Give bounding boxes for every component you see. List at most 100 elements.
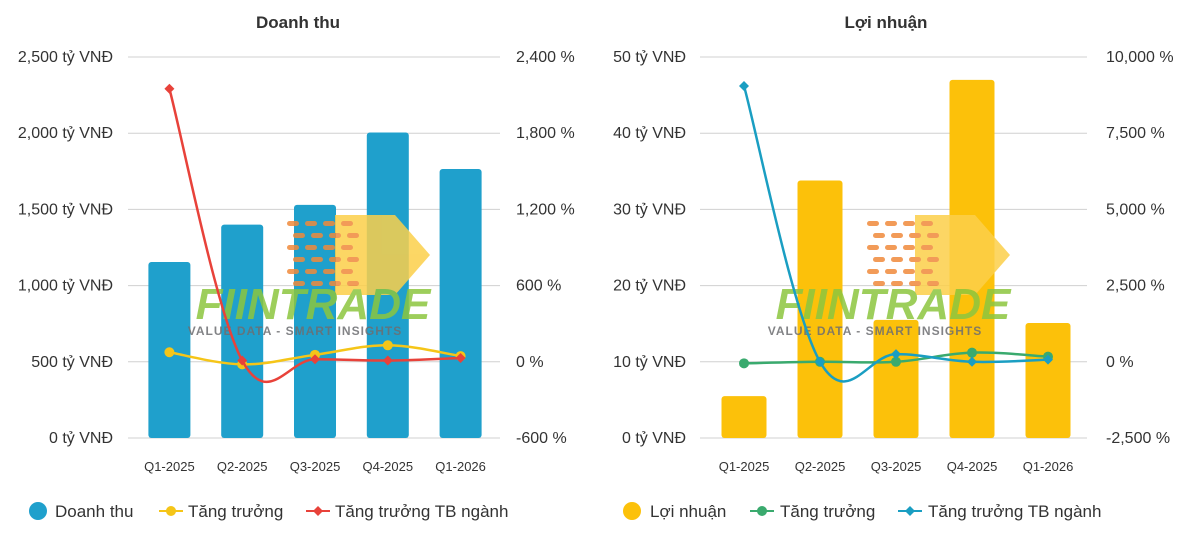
- line-point[interactable]: [891, 349, 901, 360]
- watermark-dash: [287, 245, 299, 250]
- left-axis-tick: 40 tỷ VNĐ: [613, 125, 686, 142]
- legend-swatch[interactable]: [29, 502, 47, 520]
- legend-label[interactable]: Tăng trưởng: [188, 502, 283, 521]
- watermark-dash: [867, 245, 879, 250]
- x-axis-tick: Q1-2026: [1023, 459, 1074, 474]
- legend-label[interactable]: Doanh thu: [55, 502, 133, 521]
- x-axis-tick: Q3-2025: [871, 459, 922, 474]
- watermark-dash: [305, 269, 317, 274]
- watermark-dash: [347, 281, 359, 286]
- x-axis-tick: Q1-2025: [144, 459, 195, 474]
- right-axis-tick: 0 %: [516, 354, 544, 371]
- watermark-text: FIINTRADE: [776, 280, 1012, 329]
- right-axis-tick: 1,800 %: [516, 125, 575, 142]
- watermark-dash: [293, 233, 305, 238]
- watermark-dash: [311, 281, 323, 286]
- left-axis-tick: 1,500 tỷ VNĐ: [18, 201, 113, 218]
- right-axis-tick: 7,500 %: [1106, 125, 1165, 142]
- legend-swatch[interactable]: [166, 506, 176, 516]
- watermark-dash: [909, 281, 921, 286]
- line-point[interactable]: [967, 356, 977, 367]
- legend-label[interactable]: Tăng trưởng: [780, 502, 875, 521]
- watermark-dash: [921, 221, 933, 226]
- line-point[interactable]: [455, 352, 466, 363]
- watermark-dash: [293, 281, 305, 286]
- x-axis-tick: Q3-2025: [290, 459, 341, 474]
- chart-title: Lợi nhuận: [845, 13, 928, 32]
- left-axis-tick: 10 tỷ VNĐ: [613, 354, 686, 371]
- bar[interactable]: [294, 204, 336, 438]
- watermark-dash: [927, 233, 939, 238]
- legend-swatch[interactable]: [757, 506, 767, 516]
- watermark-dash: [921, 269, 933, 274]
- line-point[interactable]: [1043, 354, 1053, 365]
- watermark-dash: [873, 281, 885, 286]
- legend-swatch[interactable]: [905, 506, 915, 516]
- line-point[interactable]: [237, 355, 248, 366]
- right-axis-tick: -2,500 %: [1106, 430, 1170, 447]
- right-axis-tick: 5,000 %: [1106, 201, 1165, 218]
- watermark-dash: [909, 257, 921, 262]
- watermark-dash: [873, 233, 885, 238]
- line-point[interactable]: [815, 356, 825, 367]
- watermark-dash: [287, 221, 299, 226]
- watermark-dash: [341, 221, 353, 226]
- watermark-tagline: VALUE DATA - SMART INSIGHTS: [188, 324, 403, 338]
- bar[interactable]: [439, 169, 482, 438]
- line-point[interactable]: [967, 347, 977, 358]
- left-axis-tick: 2,500 tỷ VNĐ: [18, 49, 113, 66]
- legend-swatch[interactable]: [623, 502, 641, 520]
- right-axis-tick: -600 %: [516, 430, 567, 447]
- x-axis-tick: Q2-2025: [217, 459, 268, 474]
- left-axis-tick: 50 tỷ VNĐ: [613, 49, 686, 66]
- watermark-dash: [323, 269, 335, 274]
- left-axis-tick: 30 tỷ VNĐ: [613, 201, 686, 218]
- left-axis-tick: 500 tỷ VNĐ: [31, 354, 113, 371]
- bar[interactable]: [221, 224, 264, 438]
- line-point[interactable]: [382, 355, 393, 366]
- line-point[interactable]: [164, 347, 175, 358]
- watermark-dash: [885, 221, 897, 226]
- watermark-dash: [323, 221, 335, 226]
- left-axis-tick: 2,000 tỷ VNĐ: [18, 125, 113, 142]
- watermark-dash: [885, 269, 897, 274]
- watermark-dash: [287, 269, 299, 274]
- watermark-dash: [311, 233, 323, 238]
- line-point[interactable]: [164, 83, 175, 94]
- x-axis-tick: Q2-2025: [795, 459, 846, 474]
- series-line: [168, 88, 461, 384]
- watermark-dash: [891, 257, 903, 262]
- legend-label[interactable]: Lợi nhuận: [650, 502, 726, 521]
- right-axis-tick: 2,500 %: [1106, 278, 1165, 295]
- chart-title: Doanh thu: [256, 13, 340, 32]
- series-line: [742, 85, 1049, 383]
- watermark-dash: [347, 233, 359, 238]
- watermark-dash: [341, 269, 353, 274]
- watermark-dash: [293, 257, 305, 262]
- watermark-dash: [921, 245, 933, 250]
- line-point[interactable]: [739, 80, 749, 91]
- line-point[interactable]: [382, 340, 393, 351]
- legend-label[interactable]: Tăng trưởng TB ngành: [335, 502, 508, 521]
- watermark-dash: [323, 245, 335, 250]
- watermark-dash: [347, 257, 359, 262]
- left-axis-tick: 1,000 tỷ VNĐ: [18, 278, 113, 295]
- bar[interactable]: [721, 396, 767, 438]
- bar[interactable]: [873, 319, 919, 438]
- x-axis-tick: Q4-2025: [363, 459, 414, 474]
- line-point[interactable]: [891, 356, 901, 367]
- left-axis-tick: 0 tỷ VNĐ: [49, 430, 113, 447]
- line-point[interactable]: [310, 354, 320, 365]
- watermark-dash: [885, 245, 897, 250]
- watermark-dash: [927, 281, 939, 286]
- legend-label[interactable]: Tăng trưởng TB ngành: [928, 502, 1101, 521]
- watermark-dash: [891, 281, 903, 286]
- legend-swatch[interactable]: [313, 506, 323, 516]
- line-point[interactable]: [739, 358, 749, 369]
- bar[interactable]: [1025, 322, 1071, 438]
- watermark-tagline: VALUE DATA - SMART INSIGHTS: [768, 324, 983, 338]
- bar[interactable]: [797, 180, 843, 438]
